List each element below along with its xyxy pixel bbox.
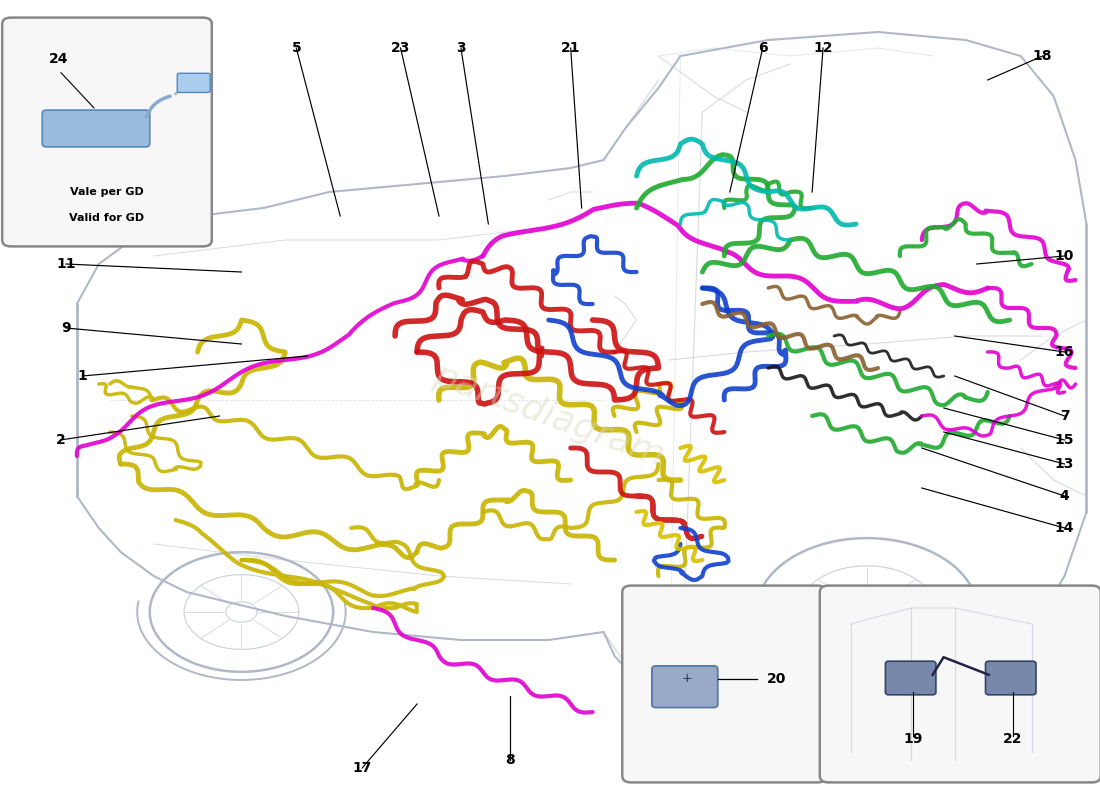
Text: 14: 14: [1055, 521, 1075, 535]
Text: 7: 7: [1059, 409, 1069, 423]
Text: Vale per GD: Vale per GD: [70, 187, 144, 198]
FancyBboxPatch shape: [886, 661, 936, 694]
Text: 5: 5: [292, 41, 301, 55]
Text: 17: 17: [352, 761, 372, 775]
Text: Valid for GD: Valid for GD: [69, 214, 144, 223]
Text: 19: 19: [903, 732, 923, 746]
FancyBboxPatch shape: [986, 661, 1036, 694]
FancyBboxPatch shape: [652, 666, 717, 707]
Text: 21: 21: [561, 41, 581, 55]
Text: 8: 8: [505, 753, 515, 767]
Text: 4: 4: [1059, 489, 1069, 503]
Text: 12: 12: [813, 41, 833, 55]
Text: 13: 13: [1055, 457, 1075, 471]
Text: 15: 15: [1055, 433, 1075, 447]
FancyBboxPatch shape: [177, 74, 210, 93]
Text: 22: 22: [1003, 732, 1023, 746]
Text: 16: 16: [1055, 345, 1075, 359]
FancyBboxPatch shape: [42, 110, 150, 147]
Text: 2: 2: [55, 433, 65, 447]
FancyBboxPatch shape: [820, 586, 1100, 782]
Text: partsdiagram: partsdiagram: [429, 358, 669, 474]
Text: 18: 18: [1033, 49, 1053, 63]
FancyBboxPatch shape: [623, 586, 826, 782]
Text: 23: 23: [390, 41, 410, 55]
Text: 6: 6: [758, 41, 768, 55]
Text: 11: 11: [56, 257, 76, 271]
FancyBboxPatch shape: [2, 18, 212, 246]
Text: 9: 9: [60, 321, 70, 335]
Text: 10: 10: [1055, 249, 1075, 263]
Text: +: +: [682, 672, 692, 686]
Text: 20: 20: [767, 672, 786, 686]
Text: 3: 3: [456, 41, 465, 55]
Text: 24: 24: [50, 51, 68, 66]
Text: 1: 1: [77, 369, 87, 383]
